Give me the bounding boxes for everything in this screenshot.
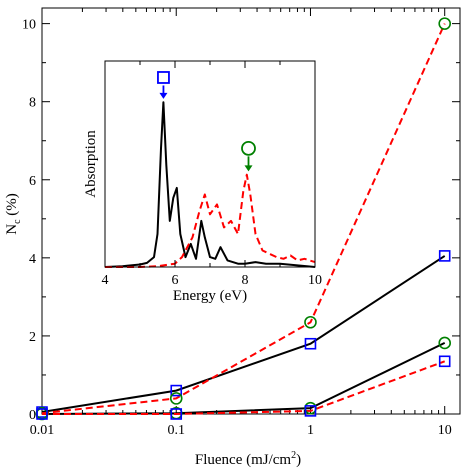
y-tick-label: 2 xyxy=(29,330,36,345)
inset-circle-marker xyxy=(241,140,256,156)
inset-y-axis-label: Absorption xyxy=(83,130,99,198)
circle-marker xyxy=(438,336,452,350)
y-tick-label: 0 xyxy=(29,408,36,423)
circle-marker xyxy=(169,392,183,405)
main-plot-frame xyxy=(41,7,461,415)
inset-x-tick-label: 10 xyxy=(308,273,322,288)
inset-x-tick-label: 8 xyxy=(242,273,249,288)
main-series xyxy=(35,17,452,421)
inset-background xyxy=(105,61,315,267)
x-axis-label: Fluence (mJ/cm2) xyxy=(195,450,301,468)
inset-x-tick-label: 4 xyxy=(102,273,109,288)
series-line xyxy=(41,255,446,413)
y-axis-label: Nc (%) xyxy=(4,193,23,235)
series-line xyxy=(42,360,446,415)
x-axis-label-tail: ) xyxy=(296,452,301,468)
x-tick-label: 0.1 xyxy=(167,423,185,438)
circle-marker xyxy=(438,17,452,30)
y-axis-label-sub: c xyxy=(12,219,23,224)
circle-marker xyxy=(304,315,317,329)
inset-axes: 4 6 8 10 xyxy=(102,61,322,288)
y-tick-label: 10 xyxy=(22,18,36,33)
inset-markers xyxy=(157,71,256,172)
x-axis-label-sup: 2 xyxy=(291,450,296,461)
square-marker xyxy=(36,408,48,420)
square-marker xyxy=(304,405,317,417)
x-tick-label: 10 xyxy=(438,423,452,438)
inset-arrow-head xyxy=(159,92,168,99)
square-marker xyxy=(170,408,183,420)
inset-arrow-head xyxy=(244,165,253,172)
x-tick-label: 1 xyxy=(307,423,314,438)
y-axis-label-tail: (%) xyxy=(4,193,20,219)
inset-series xyxy=(104,101,316,268)
square-marker xyxy=(438,250,451,262)
inset-x-axis-label: Energy (eV) xyxy=(173,288,247,304)
square-marker xyxy=(304,337,317,350)
inset-x-tick-label: 6 xyxy=(172,273,179,288)
inset-square-marker xyxy=(157,71,170,84)
series-line xyxy=(41,23,446,415)
x-tick-label: 0.01 xyxy=(30,423,55,438)
x-axis-label-main: Fluence (mJ/cm xyxy=(195,452,292,468)
y-tick-label: 6 xyxy=(29,174,36,189)
y-tick-label: 4 xyxy=(29,252,36,267)
y-axis-label-main: N xyxy=(4,224,20,235)
square-marker xyxy=(170,384,183,397)
square-marker xyxy=(438,355,451,368)
y-tick-label: 8 xyxy=(29,96,36,111)
inset-series-line xyxy=(105,173,316,268)
inset-series-line xyxy=(104,101,316,268)
